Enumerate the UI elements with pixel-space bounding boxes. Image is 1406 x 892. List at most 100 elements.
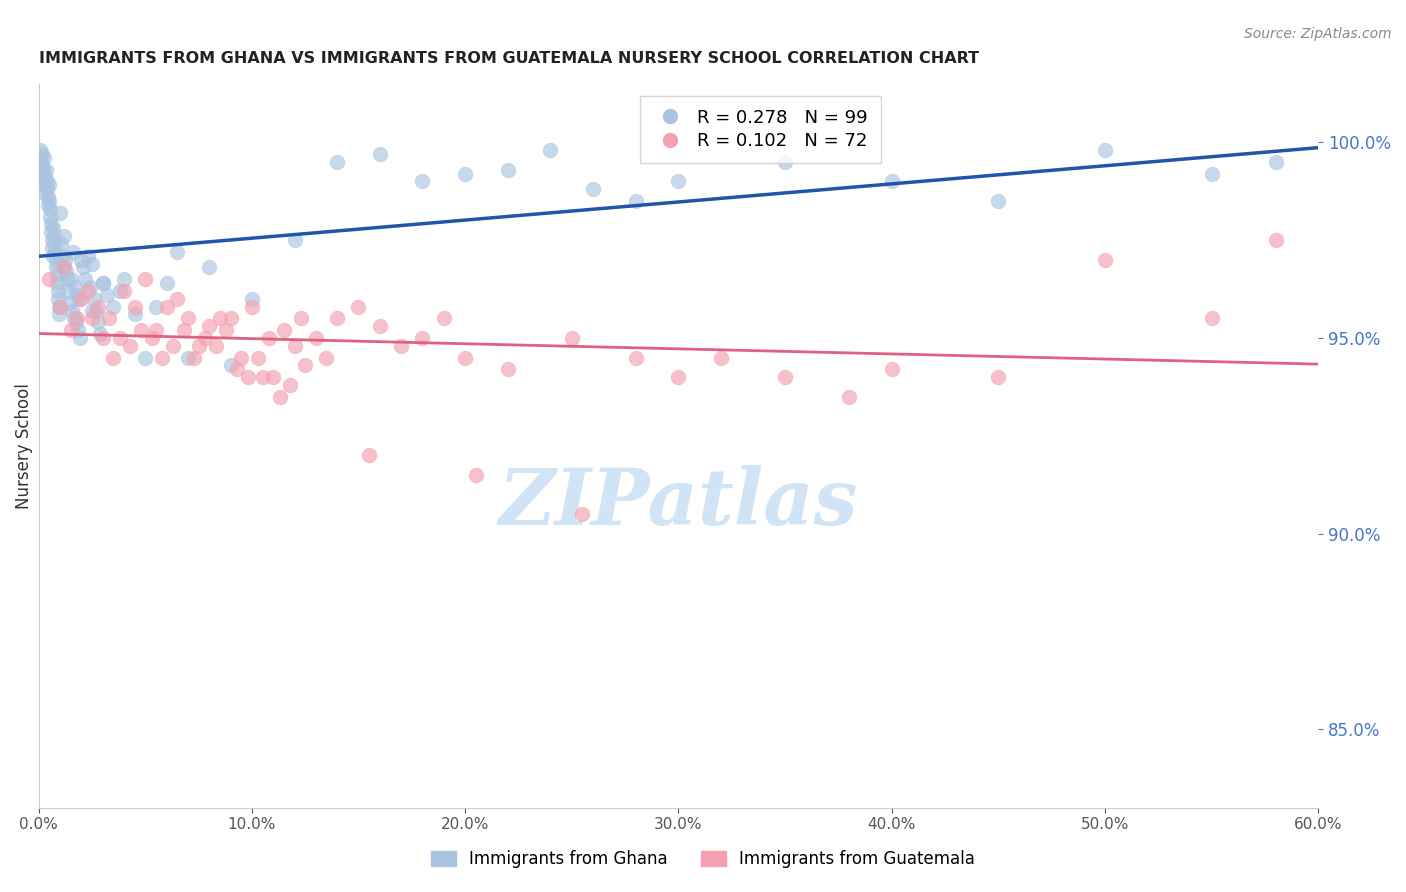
Point: [66, 288, 89, 302]
Point: [32, 174, 55, 188]
Point: [582, 182, 605, 196]
Point: [38, 178, 60, 193]
Point: [45, 268, 67, 283]
Point: [145, 300, 167, 314]
Point: [58, 295, 80, 310]
Point: [59, 272, 82, 286]
Point: [198, 260, 221, 275]
Point: [1201, 167, 1223, 181]
Point: [1264, 233, 1286, 247]
Point: [53, 252, 76, 267]
Point: [112, 284, 135, 298]
Point: [124, 308, 146, 322]
Point: [39, 218, 62, 232]
Point: [31, 147, 53, 161]
Point: [433, 311, 456, 326]
Point: [496, 162, 519, 177]
Point: [773, 370, 796, 384]
Point: [538, 143, 561, 157]
Point: [155, 300, 177, 314]
Point: [177, 351, 200, 365]
Point: [219, 311, 242, 326]
Point: [83, 292, 105, 306]
Point: [84, 303, 107, 318]
Point: [35, 182, 58, 196]
Point: [37, 198, 59, 212]
Point: [880, 174, 903, 188]
Point: [46, 284, 69, 298]
Point: [44, 244, 66, 259]
Point: [129, 323, 152, 337]
Point: [454, 351, 477, 365]
Point: [39, 210, 62, 224]
Point: [53, 229, 76, 244]
Point: [31, 162, 53, 177]
Point: [347, 300, 370, 314]
Point: [177, 311, 200, 326]
Point: [35, 162, 58, 177]
Point: [58, 284, 80, 298]
Point: [368, 319, 391, 334]
Point: [987, 370, 1010, 384]
Point: [66, 323, 89, 337]
Point: [63, 280, 86, 294]
Legend: R = 0.278   N = 99, R = 0.102   N = 72: R = 0.278 N = 99, R = 0.102 N = 72: [640, 96, 880, 163]
Point: [194, 331, 217, 345]
Point: [290, 311, 312, 326]
Point: [37, 190, 59, 204]
Point: [1094, 252, 1116, 267]
Point: [283, 339, 305, 353]
Point: [48, 308, 70, 322]
Point: [91, 276, 114, 290]
Point: [162, 339, 184, 353]
Point: [28, 151, 51, 165]
Point: [108, 331, 131, 345]
Point: [134, 351, 156, 365]
Point: [49, 205, 72, 219]
Point: [166, 292, 188, 306]
Point: [141, 331, 163, 345]
Point: [183, 351, 205, 365]
Point: [252, 370, 274, 384]
Point: [880, 362, 903, 376]
Point: [247, 351, 270, 365]
Point: [42, 221, 65, 235]
Point: [773, 154, 796, 169]
Point: [49, 237, 72, 252]
Point: [44, 237, 66, 252]
Point: [103, 300, 125, 314]
Point: [173, 323, 195, 337]
Point: [273, 323, 295, 337]
Point: [283, 233, 305, 247]
Point: [76, 284, 98, 298]
Point: [55, 264, 77, 278]
Point: [710, 351, 733, 365]
Point: [67, 292, 90, 306]
Point: [70, 252, 93, 267]
Point: [38, 272, 60, 286]
Point: [72, 260, 94, 275]
Point: [124, 300, 146, 314]
Point: [145, 323, 167, 337]
Point: [1094, 143, 1116, 157]
Point: [257, 331, 280, 345]
Point: [326, 311, 349, 326]
Point: [166, 244, 188, 259]
Point: [51, 249, 73, 263]
Point: [624, 351, 647, 365]
Point: [42, 229, 65, 244]
Point: [368, 147, 391, 161]
Point: [838, 390, 860, 404]
Point: [215, 323, 238, 337]
Point: [389, 339, 412, 353]
Point: [326, 154, 349, 169]
Point: [66, 311, 89, 326]
Point: [231, 351, 253, 365]
Point: [56, 272, 79, 286]
Point: [60, 303, 83, 318]
Point: [52, 260, 75, 275]
Point: [208, 311, 231, 326]
Point: [41, 233, 63, 247]
Point: [75, 272, 97, 286]
Point: [120, 339, 142, 353]
